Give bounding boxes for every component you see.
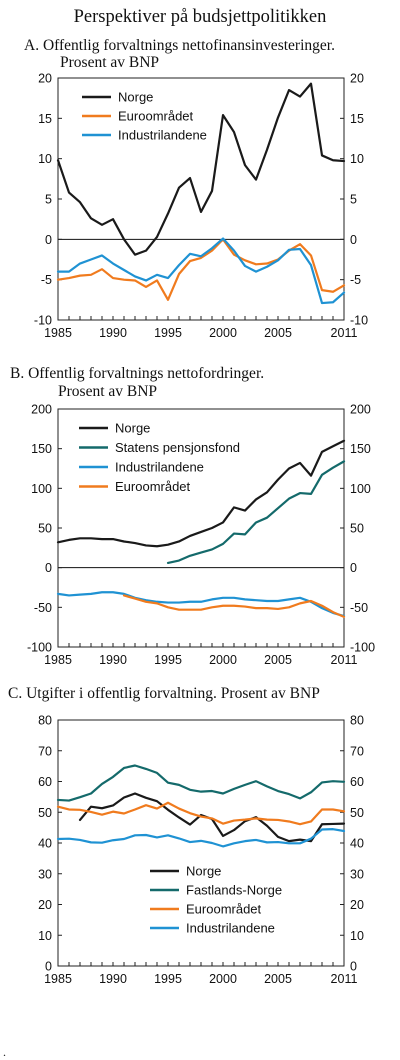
panel-subtitle: Prosent av BNP <box>60 54 159 71</box>
legend-label-industrilandene: Industrilandene <box>118 128 207 143</box>
y-tick-label-right: 50 <box>350 522 364 536</box>
x-tick-label: 2000 <box>209 326 237 340</box>
y-tick-label-right: 20 <box>350 72 364 86</box>
x-tick-label: 2005 <box>264 653 292 667</box>
y-tick-label-left: -50 <box>34 601 52 615</box>
panel-title: C. Utgifter i offentlig forvaltning. Pro… <box>8 685 320 702</box>
panel-a: A. Offentlig forvaltnings nettofinansinv… <box>24 37 368 340</box>
y-tick-label-left: 10 <box>38 152 52 166</box>
y-tick-label-left: 50 <box>38 522 52 536</box>
y-tick-label-left: 20 <box>38 898 52 912</box>
y-tick-label-left: 200 <box>31 403 52 417</box>
x-tick-label: 2005 <box>264 972 292 986</box>
y-tick-label-left: 40 <box>38 837 52 851</box>
y-tick-label-left: 20 <box>38 72 52 86</box>
x-tick-label: 1995 <box>154 326 182 340</box>
x-tick-label: 1995 <box>154 653 182 667</box>
legend-label-fastlands-norge: Fastlands-Norge <box>186 883 282 898</box>
y-tick-label-right: 50 <box>350 806 364 820</box>
y-tick-label-right: 60 <box>350 775 364 789</box>
legend-label-euroomradet: Euroområdet <box>115 479 191 494</box>
x-tick-label: 2000 <box>209 653 237 667</box>
y-tick-label-left: 100 <box>31 482 52 496</box>
y-tick-label-right: 200 <box>350 403 371 417</box>
series-line-industrilandene <box>56 828 346 848</box>
x-tick-label: 1990 <box>99 326 127 340</box>
panel-title: A. Offentlig forvaltnings nettofinansinv… <box>24 37 335 54</box>
y-tick-label-left: 10 <box>38 929 52 943</box>
y-tick-label-right: 70 <box>350 744 364 758</box>
legend-label-norge: Norge <box>118 90 153 105</box>
y-tick-label-left: 15 <box>38 112 52 126</box>
legend-label-industrilandene: Industrilandene <box>115 460 204 475</box>
y-tick-label-right: -100 <box>350 641 375 655</box>
y-tick-label-left: 60 <box>38 775 52 789</box>
y-tick-label-right: 5 <box>350 193 357 207</box>
x-tick-label: 1990 <box>99 972 127 986</box>
y-tick-label-right: 0 <box>350 561 357 575</box>
y-tick-label-left: 5 <box>45 193 52 207</box>
y-tick-label-right: -5 <box>350 273 361 287</box>
legend-label-statens-pensjonsfond: Statens pensjonsfond <box>115 440 240 455</box>
x-tick-label: 2011 <box>331 972 358 986</box>
x-tick-label: 2000 <box>209 972 237 986</box>
y-tick-label-right: -10 <box>350 314 368 328</box>
x-tick-label: 1985 <box>44 653 72 667</box>
panel-title: B. Offentlig forvaltnings nettofordringe… <box>10 365 264 382</box>
y-tick-label-right: 0 <box>350 960 357 974</box>
series-line-statens-pensjonsfond <box>166 460 346 565</box>
x-tick-label: 1995 <box>154 972 182 986</box>
y-tick-label-left: 0 <box>45 561 52 575</box>
y-tick-label-right: 30 <box>350 867 364 881</box>
legend-label-industrilandene: Industrilandene <box>186 921 275 936</box>
y-tick-label-right: 10 <box>350 929 364 943</box>
y-tick-label-right: 150 <box>350 442 371 456</box>
series-line-industrilandene <box>56 237 346 305</box>
x-tick-label: 1990 <box>99 653 127 667</box>
x-tick-label: 2011 <box>331 326 358 340</box>
series-line-norge <box>56 439 346 548</box>
x-tick-label: 2005 <box>264 326 292 340</box>
plot-frame <box>57 77 345 321</box>
y-tick-label-left: 0 <box>45 233 52 247</box>
panel-c: C. Utgifter i offentlig forvaltning. Pro… <box>8 685 364 986</box>
panel-subtitle: Prosent av BNP <box>58 383 157 400</box>
x-tick-label: 2011 <box>331 653 358 667</box>
main-title: Perspektiver på budsjettpolitikken <box>74 7 327 27</box>
series-line-industrilandene <box>56 591 346 618</box>
series-line-euroomradet <box>56 801 346 826</box>
y-tick-label-left: 80 <box>38 714 52 728</box>
legend-label-norge: Norge <box>186 864 221 879</box>
y-tick-label-left: 150 <box>31 442 52 456</box>
series-line-norge <box>56 82 346 256</box>
panel-b: B. Offentlig forvaltnings nettofordringe… <box>10 365 375 667</box>
x-tick-label: 1985 <box>44 326 72 340</box>
y-tick-label-right: 15 <box>350 112 364 126</box>
y-tick-label-left: -10 <box>34 314 52 328</box>
legend-label-euroomradet: Euroområdet <box>186 902 262 917</box>
y-tick-label-left: 70 <box>38 744 52 758</box>
y-tick-label-left: -100 <box>27 641 52 655</box>
y-tick-label-right: 10 <box>350 152 364 166</box>
y-tick-label-left: 50 <box>38 806 52 820</box>
y-tick-label-right: 80 <box>350 714 364 728</box>
x-tick-label: 1985 <box>44 972 72 986</box>
legend-label-euroomradet: Euroområdet <box>118 109 194 124</box>
y-tick-label-left: 30 <box>38 867 52 881</box>
footnote: . <box>3 1045 6 1059</box>
y-tick-label-left: -5 <box>41 273 52 287</box>
y-tick-label-left: 0 <box>45 960 52 974</box>
y-tick-label-right: 100 <box>350 482 371 496</box>
y-tick-label-right: -50 <box>350 601 368 615</box>
y-tick-label-right: 20 <box>350 898 364 912</box>
series-line-euroomradet <box>56 238 346 301</box>
series-line-fastlands-norge <box>56 764 346 802</box>
y-tick-label-right: 40 <box>350 837 364 851</box>
y-tick-label-right: 0 <box>350 233 357 247</box>
legend-label-norge: Norge <box>115 421 150 436</box>
series-line-euroomradet <box>122 594 346 618</box>
